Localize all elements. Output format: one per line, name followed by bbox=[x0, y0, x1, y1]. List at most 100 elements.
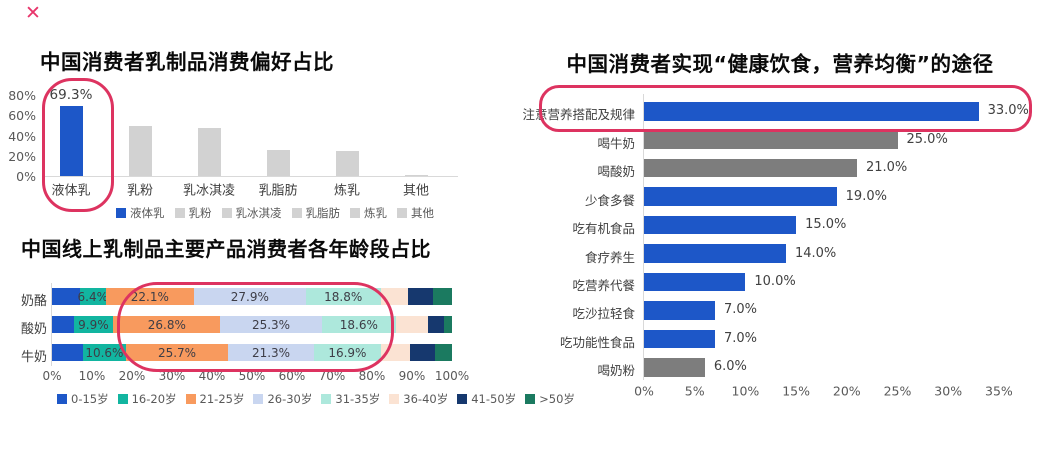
chart3-bar bbox=[644, 329, 715, 349]
stacked-segment bbox=[73, 316, 114, 333]
y-axis-line bbox=[643, 94, 644, 380]
bar-value-label: 15.0% bbox=[805, 217, 847, 233]
close-icon[interactable]: ✕ bbox=[25, 2, 41, 24]
segment-label: 16.9% bbox=[328, 345, 367, 360]
segment-label: 21.3% bbox=[251, 345, 291, 360]
y-axis-line bbox=[51, 283, 52, 366]
x-tick-label: 20% bbox=[118, 369, 146, 383]
legend-label: 26-30岁 bbox=[267, 392, 313, 406]
legend-label: 乳冰淇凌 bbox=[235, 206, 282, 220]
x-tick-label: 50% bbox=[238, 369, 266, 383]
legend-chip bbox=[321, 394, 332, 404]
stacked-segment bbox=[380, 288, 409, 305]
x-tick-label: 90% bbox=[398, 369, 426, 383]
category-label: 其他 bbox=[402, 183, 430, 199]
legend-label: 炼乳 bbox=[364, 206, 387, 220]
segment-label: 22.1% bbox=[130, 289, 169, 304]
legend-chip bbox=[253, 394, 264, 404]
x-tick-label: 0% bbox=[42, 369, 62, 383]
legend-chip bbox=[174, 208, 185, 218]
stacked-segment bbox=[83, 344, 126, 361]
category-label: 少食多餐 bbox=[584, 192, 635, 208]
legend-label: 16-20岁 bbox=[131, 392, 177, 406]
stacked-segment bbox=[428, 316, 444, 333]
chart3-title: 中国消费者实现“健康饮食，营养均衡”的途径 bbox=[566, 52, 994, 76]
segment-label: 27.9% bbox=[230, 289, 269, 304]
legend-label: 其他 bbox=[411, 206, 434, 220]
legend-chip bbox=[116, 208, 126, 218]
chart1-bar bbox=[128, 125, 152, 176]
legend-label: 乳粉 bbox=[188, 206, 212, 220]
category-label: 乳粉 bbox=[126, 183, 154, 199]
stacked-segment bbox=[220, 316, 322, 333]
legend-item: 乳脂肪 bbox=[291, 205, 341, 221]
chart3-bar bbox=[644, 244, 786, 263]
legend-chip bbox=[389, 394, 400, 404]
category-label: 喝奶粉 bbox=[597, 363, 635, 379]
legend-item: >50岁 bbox=[525, 391, 575, 407]
x-tick-label: 20% bbox=[832, 383, 861, 399]
category-label: 注意营养搭配及规律 bbox=[522, 107, 635, 123]
chart1-bar bbox=[404, 174, 428, 176]
x-tick-label: 25% bbox=[883, 383, 912, 399]
legend-chip bbox=[291, 208, 302, 218]
chart3-bar bbox=[644, 272, 746, 292]
stacked-segment bbox=[194, 288, 306, 305]
y-tick-label: 20% bbox=[8, 148, 36, 164]
category-label: 吃有机食品 bbox=[572, 221, 635, 237]
bar-value-label: 25.0% bbox=[906, 131, 948, 147]
legend-item: 36-40岁 bbox=[389, 391, 448, 407]
legend-label: 液体乳 bbox=[130, 206, 165, 220]
row-label: 奶酪 bbox=[20, 293, 47, 309]
legend-item: 乳冰淇凌 bbox=[221, 205, 282, 221]
legend-item: 0-15岁 bbox=[57, 391, 109, 407]
segment-label: 26.8% bbox=[147, 317, 186, 332]
legend-label: 31-35岁 bbox=[335, 392, 381, 406]
stacked-segment bbox=[313, 344, 382, 361]
y-tick-label: 60% bbox=[8, 108, 36, 124]
bar-value-label: 7.0% bbox=[723, 330, 757, 346]
stacked-segment bbox=[410, 344, 435, 361]
stacked-segment bbox=[444, 316, 452, 333]
bar-value-label: 14.0% bbox=[794, 245, 837, 261]
legend-chip bbox=[57, 394, 67, 404]
stacked-segment bbox=[408, 288, 433, 305]
category-label: 乳脂肪 bbox=[258, 183, 298, 199]
legend-item: 31-35岁 bbox=[321, 391, 380, 407]
legend-label: 41-50岁 bbox=[471, 392, 517, 406]
stacked-segment bbox=[228, 344, 314, 361]
category-label: 乳冰淇凌 bbox=[182, 183, 236, 199]
bar-value-label: 69.3% bbox=[49, 87, 93, 103]
category-label: 喝牛奶 bbox=[597, 135, 635, 151]
row-label: 牛奶 bbox=[20, 349, 47, 365]
legend-item: 21-25岁 bbox=[185, 391, 244, 407]
stacked-segment bbox=[113, 316, 221, 333]
legend-item: 其他 bbox=[397, 205, 434, 221]
x-tick-label: 30% bbox=[934, 383, 963, 399]
x-tick-label: 80% bbox=[358, 369, 386, 383]
row-label: 酸奶 bbox=[20, 321, 47, 337]
stacked-segment bbox=[80, 288, 106, 305]
stacked-segment bbox=[125, 344, 229, 361]
x-tick-label: 10% bbox=[731, 383, 760, 399]
bar-value-label: 6.0% bbox=[713, 359, 747, 375]
chart2-title: 中国线上乳制品主要产品消费者各年龄段占比 bbox=[21, 237, 431, 261]
stacked-segment bbox=[52, 344, 84, 361]
y-tick-label: 40% bbox=[8, 128, 36, 144]
legend-item: 乳粉 bbox=[174, 205, 212, 221]
stacked-segment bbox=[52, 316, 74, 333]
bar-value-label: 19.0% bbox=[845, 188, 887, 204]
stacked-segment bbox=[432, 288, 452, 305]
x-tick-label: 0% bbox=[634, 383, 654, 399]
legend-chip bbox=[397, 208, 407, 218]
stacked-segment bbox=[396, 316, 428, 333]
stacked-segment bbox=[105, 288, 194, 305]
category-label: 吃营养代餐 bbox=[572, 277, 635, 293]
y-tick-label: 80% bbox=[8, 88, 36, 104]
legend-label: 乳脂肪 bbox=[305, 206, 341, 220]
chart3-bar bbox=[644, 102, 979, 121]
category-label: 吃功能性食品 bbox=[559, 334, 635, 350]
x-axis-line bbox=[44, 176, 458, 177]
chart3-bar bbox=[644, 187, 837, 206]
